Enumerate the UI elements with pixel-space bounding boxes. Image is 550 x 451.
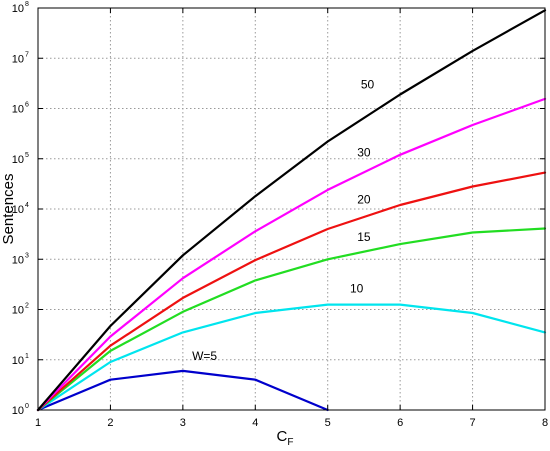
y-tick-base: 10 [12,355,24,367]
y-tick-label: 10 [12,3,24,15]
series-label: 30 [357,146,371,160]
y-tick-label: 10 [12,53,24,65]
y-tick-exponent: 1 [25,353,29,360]
y-tick-label: 10 [12,355,24,367]
y-tick-base: 10 [12,154,24,166]
series-label: 20 [357,192,371,206]
x-axis-label: CF [277,428,294,448]
x-tick-label: 6 [397,417,403,429]
y-tick-label: 10 [12,154,24,166]
y-tick-label: 10 [12,204,24,216]
series-line-10 [36,303,547,412]
y-tick-label: 10 [12,254,24,266]
y-tick-base: 10 [12,254,24,266]
y-tick-base: 10 [12,405,24,417]
y-tick-exponent: 5 [25,152,29,159]
x-axis-label-subscript: F [287,437,293,448]
y-tick-exponent: 3 [25,252,29,259]
y-tick-label: 10 [12,405,24,417]
x-tick-label: 8 [542,417,548,429]
series-line-30 [36,97,547,412]
series-line-50 [36,9,547,412]
series-label: 50 [361,78,375,92]
y-tick-base: 10 [12,305,24,317]
y-tick-exponent: 2 [25,303,29,310]
y-tick-base: 10 [12,53,24,65]
series-labels: W=5 10 15 20 30 50 [192,78,374,363]
x-tick-label: 1 [35,417,41,429]
series-line-w5 [36,369,329,412]
y-tick-label: 10 [12,305,24,317]
y-tick-label: 10 [12,104,24,116]
series-label: 15 [357,230,371,244]
y-tick-base: 10 [12,3,24,15]
y-axis-label: Sentences [0,174,17,245]
x-tick-label: 4 [252,417,258,429]
x-tick-label: 7 [470,417,476,429]
y-tick-exponent: 4 [25,202,29,209]
series-label: W=5 [192,349,217,363]
series-layer [36,9,547,412]
y-tick-exponent: 7 [25,51,29,58]
series-line-15 [36,227,547,412]
y-tick-exponent: 8 [25,1,29,8]
y-tick-exponent: 6 [25,102,29,109]
x-tick-label: 5 [325,417,331,429]
x-axis-label-main: C [277,428,288,445]
series-line-20 [36,171,547,412]
x-tick-label: 3 [180,417,186,429]
y-tick-exponent: 0 [25,403,29,410]
series-label: 10 [350,281,364,295]
x-tick-label: 2 [107,417,113,429]
y-tick-base: 10 [12,204,24,216]
y-tick-base: 10 [12,104,24,116]
